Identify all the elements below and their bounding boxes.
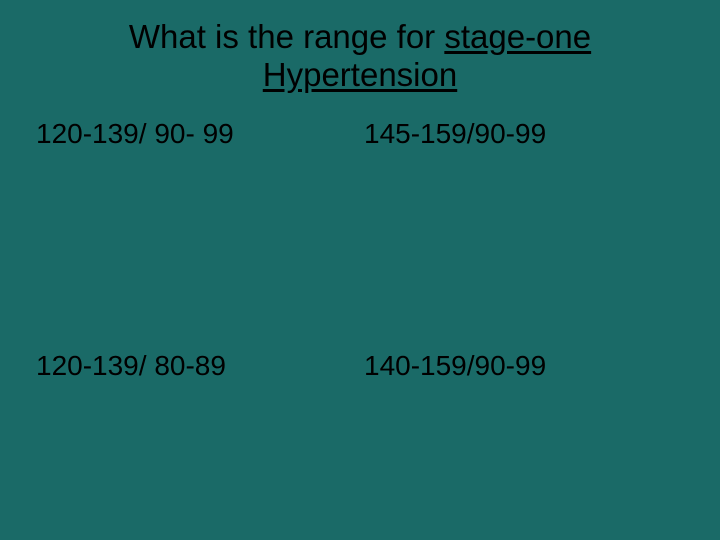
option-top-right[interactable]: 145-159/90-99 [364, 118, 684, 150]
title-prefix: What is the range for [129, 18, 444, 55]
option-bottom-left[interactable]: 120-139/ 80-89 [36, 350, 356, 382]
options-grid: 120-139/ 90- 99 145-159/90-99 120-139/ 8… [30, 118, 690, 382]
slide-container: What is the range for stage-one Hyperten… [0, 0, 720, 540]
option-bottom-right[interactable]: 140-159/90-99 [364, 350, 684, 382]
title-underlined-2: Hypertension [263, 56, 457, 93]
option-top-left[interactable]: 120-139/ 90- 99 [36, 118, 356, 150]
slide-title: What is the range for stage-one Hyperten… [30, 18, 690, 94]
title-underlined-1: stage-one [444, 18, 591, 55]
